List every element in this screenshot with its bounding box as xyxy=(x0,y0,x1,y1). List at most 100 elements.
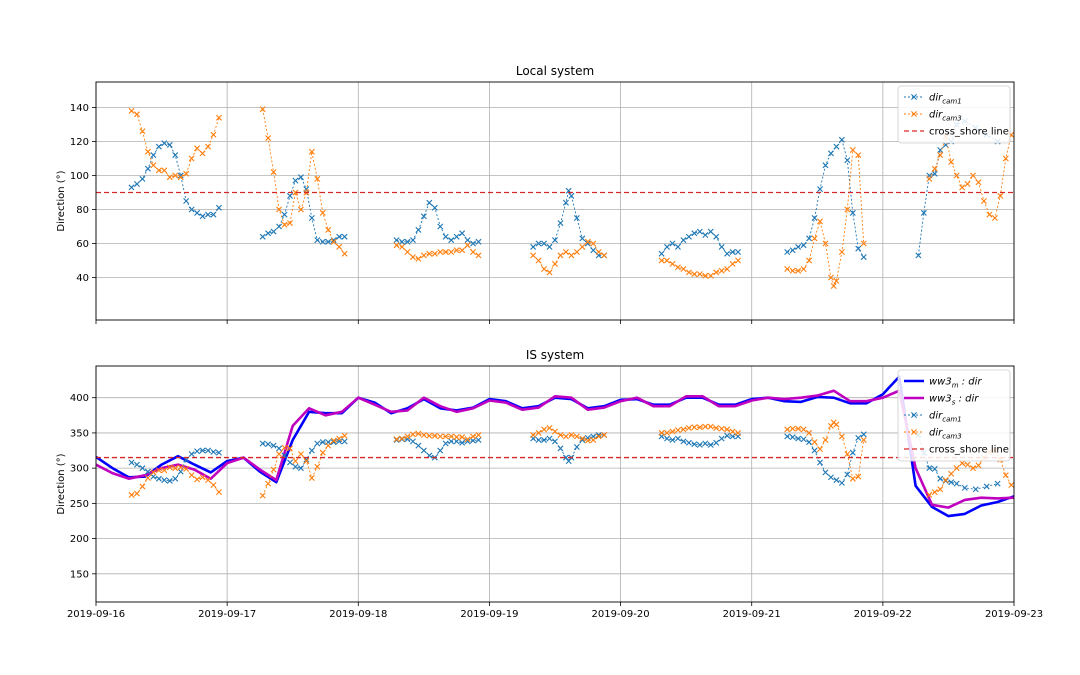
data-point xyxy=(552,260,558,267)
data-point xyxy=(166,141,173,148)
data-point xyxy=(789,425,796,432)
y-axis-label: Direction (°) xyxy=(56,170,67,231)
data-point xyxy=(341,438,348,445)
data-point xyxy=(155,167,162,174)
data-point xyxy=(442,440,449,447)
data-point xyxy=(926,175,933,182)
data-point xyxy=(980,198,987,204)
data-point xyxy=(972,486,979,493)
data-point xyxy=(399,238,405,245)
data-point xyxy=(409,254,416,261)
panel-1: 40 60 80 100 120 140 Local system Direction (°)… xyxy=(56,64,1015,324)
data-point xyxy=(855,245,862,252)
x-tick-label: 2019-09-22 xyxy=(854,609,912,620)
legend-label: cross_shore line xyxy=(929,127,1009,138)
series-line xyxy=(262,440,345,469)
data-point xyxy=(959,460,966,467)
grid xyxy=(95,82,1015,320)
data-point xyxy=(729,433,736,440)
data-point xyxy=(729,249,736,255)
data-point xyxy=(183,198,190,204)
data-point xyxy=(817,446,824,453)
data-point xyxy=(601,252,608,259)
data-point xyxy=(795,243,802,250)
data-point xyxy=(431,204,438,211)
data-point xyxy=(286,459,293,466)
data-point xyxy=(303,458,310,465)
legend-label: dircam3 xyxy=(929,110,962,123)
data-point xyxy=(838,249,845,255)
data-point xyxy=(811,439,818,446)
data-point xyxy=(833,143,840,150)
x-tick-label: 2019-09-20 xyxy=(592,609,650,620)
legend-label: ww3m : dir xyxy=(929,377,982,390)
data-point xyxy=(535,257,542,264)
data-point xyxy=(409,431,416,438)
data-point xyxy=(276,223,283,230)
data-point xyxy=(420,432,427,439)
data-point xyxy=(784,426,791,433)
data-point xyxy=(448,237,455,244)
data-point xyxy=(470,433,477,440)
data-point xyxy=(276,445,283,452)
data-point xyxy=(188,155,195,162)
series-line xyxy=(787,421,865,480)
data-point xyxy=(806,429,813,436)
data-point xyxy=(325,442,332,449)
data-point xyxy=(811,447,818,454)
data-point xyxy=(664,257,671,264)
series-line xyxy=(917,434,998,490)
data-point xyxy=(579,435,586,442)
data-point xyxy=(442,249,449,255)
data-point xyxy=(937,486,944,493)
data-point xyxy=(844,206,851,213)
y-tick-label: 150 xyxy=(70,569,89,580)
data-point xyxy=(464,436,471,443)
data-point xyxy=(155,143,162,150)
legend-label: cross_shore line xyxy=(929,445,1009,456)
data-point xyxy=(590,247,597,254)
data-point xyxy=(674,427,681,434)
series-line xyxy=(131,142,220,217)
data-point xyxy=(942,477,949,484)
data-point xyxy=(194,209,201,216)
data-point xyxy=(297,174,304,181)
series-ww3-s xyxy=(96,389,1014,509)
data-point xyxy=(822,469,829,476)
data-point xyxy=(674,243,681,250)
series-dir-cam1 xyxy=(128,118,1001,261)
data-point xyxy=(795,435,802,442)
data-point xyxy=(259,492,266,499)
data-point xyxy=(448,438,455,445)
data-point xyxy=(584,240,591,247)
data-point xyxy=(314,440,321,447)
data-point xyxy=(393,436,400,443)
data-point xyxy=(658,429,665,436)
data-point xyxy=(415,255,422,262)
data-point xyxy=(541,426,548,433)
legend-marker xyxy=(911,111,917,117)
data-point xyxy=(177,464,184,471)
data-point xyxy=(827,474,834,481)
data-point xyxy=(442,233,449,240)
series-line xyxy=(96,389,1014,509)
data-point xyxy=(838,479,845,486)
data-point xyxy=(674,435,681,442)
data-point xyxy=(172,475,179,482)
data-point xyxy=(265,441,272,448)
legend: dircam1 dircam3 cross_shore line xyxy=(897,85,1011,144)
data-point xyxy=(286,445,293,452)
legend: ww3m : dir ww3s : dir dircam1 dircam3 cross_… xyxy=(897,369,1011,462)
data-point xyxy=(724,432,731,439)
data-point xyxy=(844,471,851,478)
data-point xyxy=(937,475,944,482)
data-point xyxy=(292,458,299,465)
data-point xyxy=(297,451,304,458)
data-point xyxy=(270,228,277,235)
data-point xyxy=(215,449,222,456)
data-point xyxy=(161,140,168,147)
data-point xyxy=(442,433,449,440)
data-point xyxy=(724,250,731,257)
data-point xyxy=(535,436,542,443)
